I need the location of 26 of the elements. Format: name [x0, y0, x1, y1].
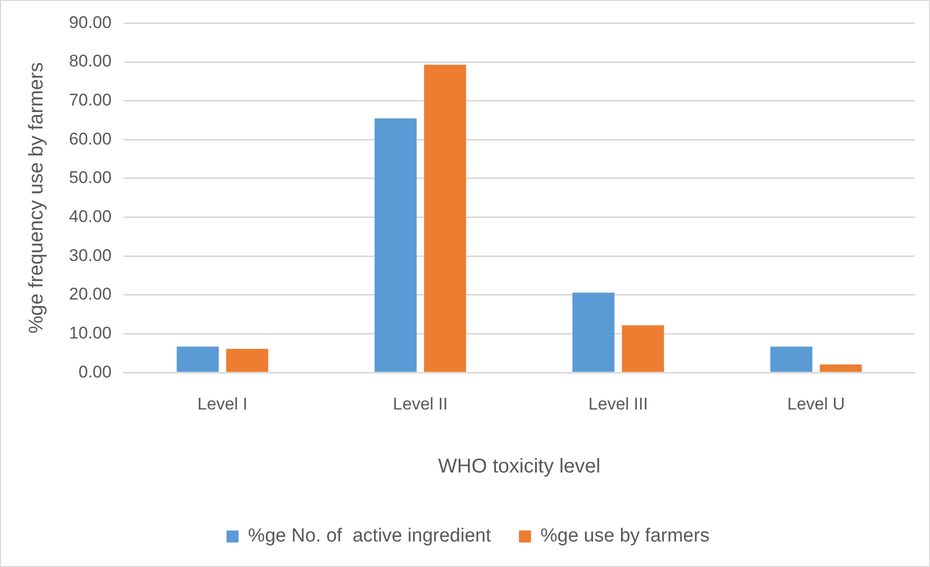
y-tick-label: 80.00 — [68, 52, 112, 71]
bar — [176, 346, 219, 372]
x-axis-title: WHO toxicity level — [438, 456, 600, 478]
y-tick-label: 70.00 — [68, 90, 112, 110]
x-tick-label: Level II — [392, 394, 448, 414]
y-tick-label: 90.00 — [68, 12, 112, 32]
y-tick-label: 20.00 — [68, 284, 112, 304]
legend-label: %ge No. of active ingredient — [248, 526, 492, 547]
x-tick-label: Level U — [787, 394, 845, 414]
x-tick-label: Level III — [588, 394, 648, 414]
bar — [622, 325, 664, 372]
bar — [770, 346, 812, 372]
y-tick-label: 60.00 — [68, 129, 112, 148]
x-tick-label: Level I — [197, 394, 248, 414]
y-tick-label: 50.00 — [68, 168, 112, 188]
y-tick-label: 40.00 — [68, 207, 112, 226]
y-tick-label: 0.00 — [78, 362, 112, 382]
y-tick-label: 10.00 — [68, 323, 112, 342]
bar — [424, 64, 466, 372]
y-axis-title: %ge frequency use by farmers — [26, 62, 48, 334]
bar — [572, 292, 614, 372]
bar — [820, 364, 862, 372]
y-tick-label: 30.00 — [68, 246, 112, 265]
legend-label: %ge use by farmers — [540, 526, 710, 547]
bar — [374, 118, 417, 372]
bar — [226, 348, 268, 372]
